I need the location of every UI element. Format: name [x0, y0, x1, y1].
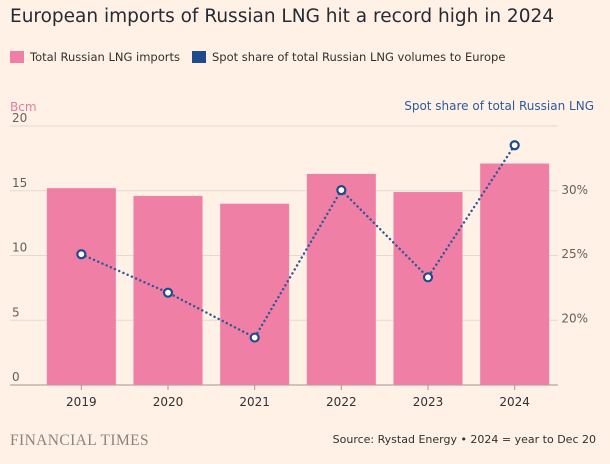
- bar: [220, 203, 290, 385]
- y-tick-label: 15: [12, 176, 27, 190]
- x-tick-label: 2021: [239, 395, 270, 409]
- y-tick-label: 10: [12, 241, 27, 255]
- x-tick-label: 2020: [153, 395, 184, 409]
- legend-swatch-line: [191, 51, 206, 63]
- line-point: [249, 332, 260, 343]
- y-axis-label-right: Spot share of total Russian LNG: [404, 99, 594, 113]
- series-line: [80, 144, 516, 340]
- y2-tick-label: 30%: [561, 183, 588, 197]
- brand-logo: FINANCIAL TIMES: [10, 432, 150, 449]
- bar: [306, 173, 376, 385]
- x-tick-label: 2019: [66, 395, 97, 409]
- x-tick-label: 2024: [499, 395, 530, 409]
- legend-label-bars: Total Russian LNG imports: [30, 50, 180, 64]
- line-point: [76, 249, 87, 260]
- legend-swatch-bars: [10, 51, 24, 63]
- y2-tick-label: 25%: [561, 247, 588, 261]
- bar: [46, 188, 116, 385]
- line-point: [422, 272, 434, 283]
- line-point: [509, 140, 520, 151]
- y2-tick-label: 20%: [561, 311, 588, 325]
- source-note: Source: Rystad Energy • 2024 = year to D…: [332, 433, 596, 446]
- line-point: [162, 287, 174, 298]
- y-tick-label: 5: [12, 305, 20, 319]
- bar: [393, 192, 463, 385]
- x-tick-label: 2023: [413, 395, 444, 409]
- legend-label-line: Spot share of total Russian LNG volumes …: [211, 50, 506, 64]
- line-point: [336, 185, 347, 196]
- chart-title: European imports of Russian LNG hit a re…: [10, 6, 555, 27]
- x-tick-label: 2022: [326, 395, 357, 409]
- legend-item-bars: Total Russian LNG imports: [10, 50, 180, 64]
- y-tick-label: 0: [12, 370, 20, 384]
- bar: [480, 163, 550, 385]
- y-tick-label: 20: [12, 111, 27, 125]
- legend-item-line: Spot share of total Russian LNG volumes …: [191, 50, 506, 64]
- y-axis-label-left: Bcm: [10, 100, 37, 114]
- legend: Total Russian LNG imports Spot share of …: [10, 50, 517, 64]
